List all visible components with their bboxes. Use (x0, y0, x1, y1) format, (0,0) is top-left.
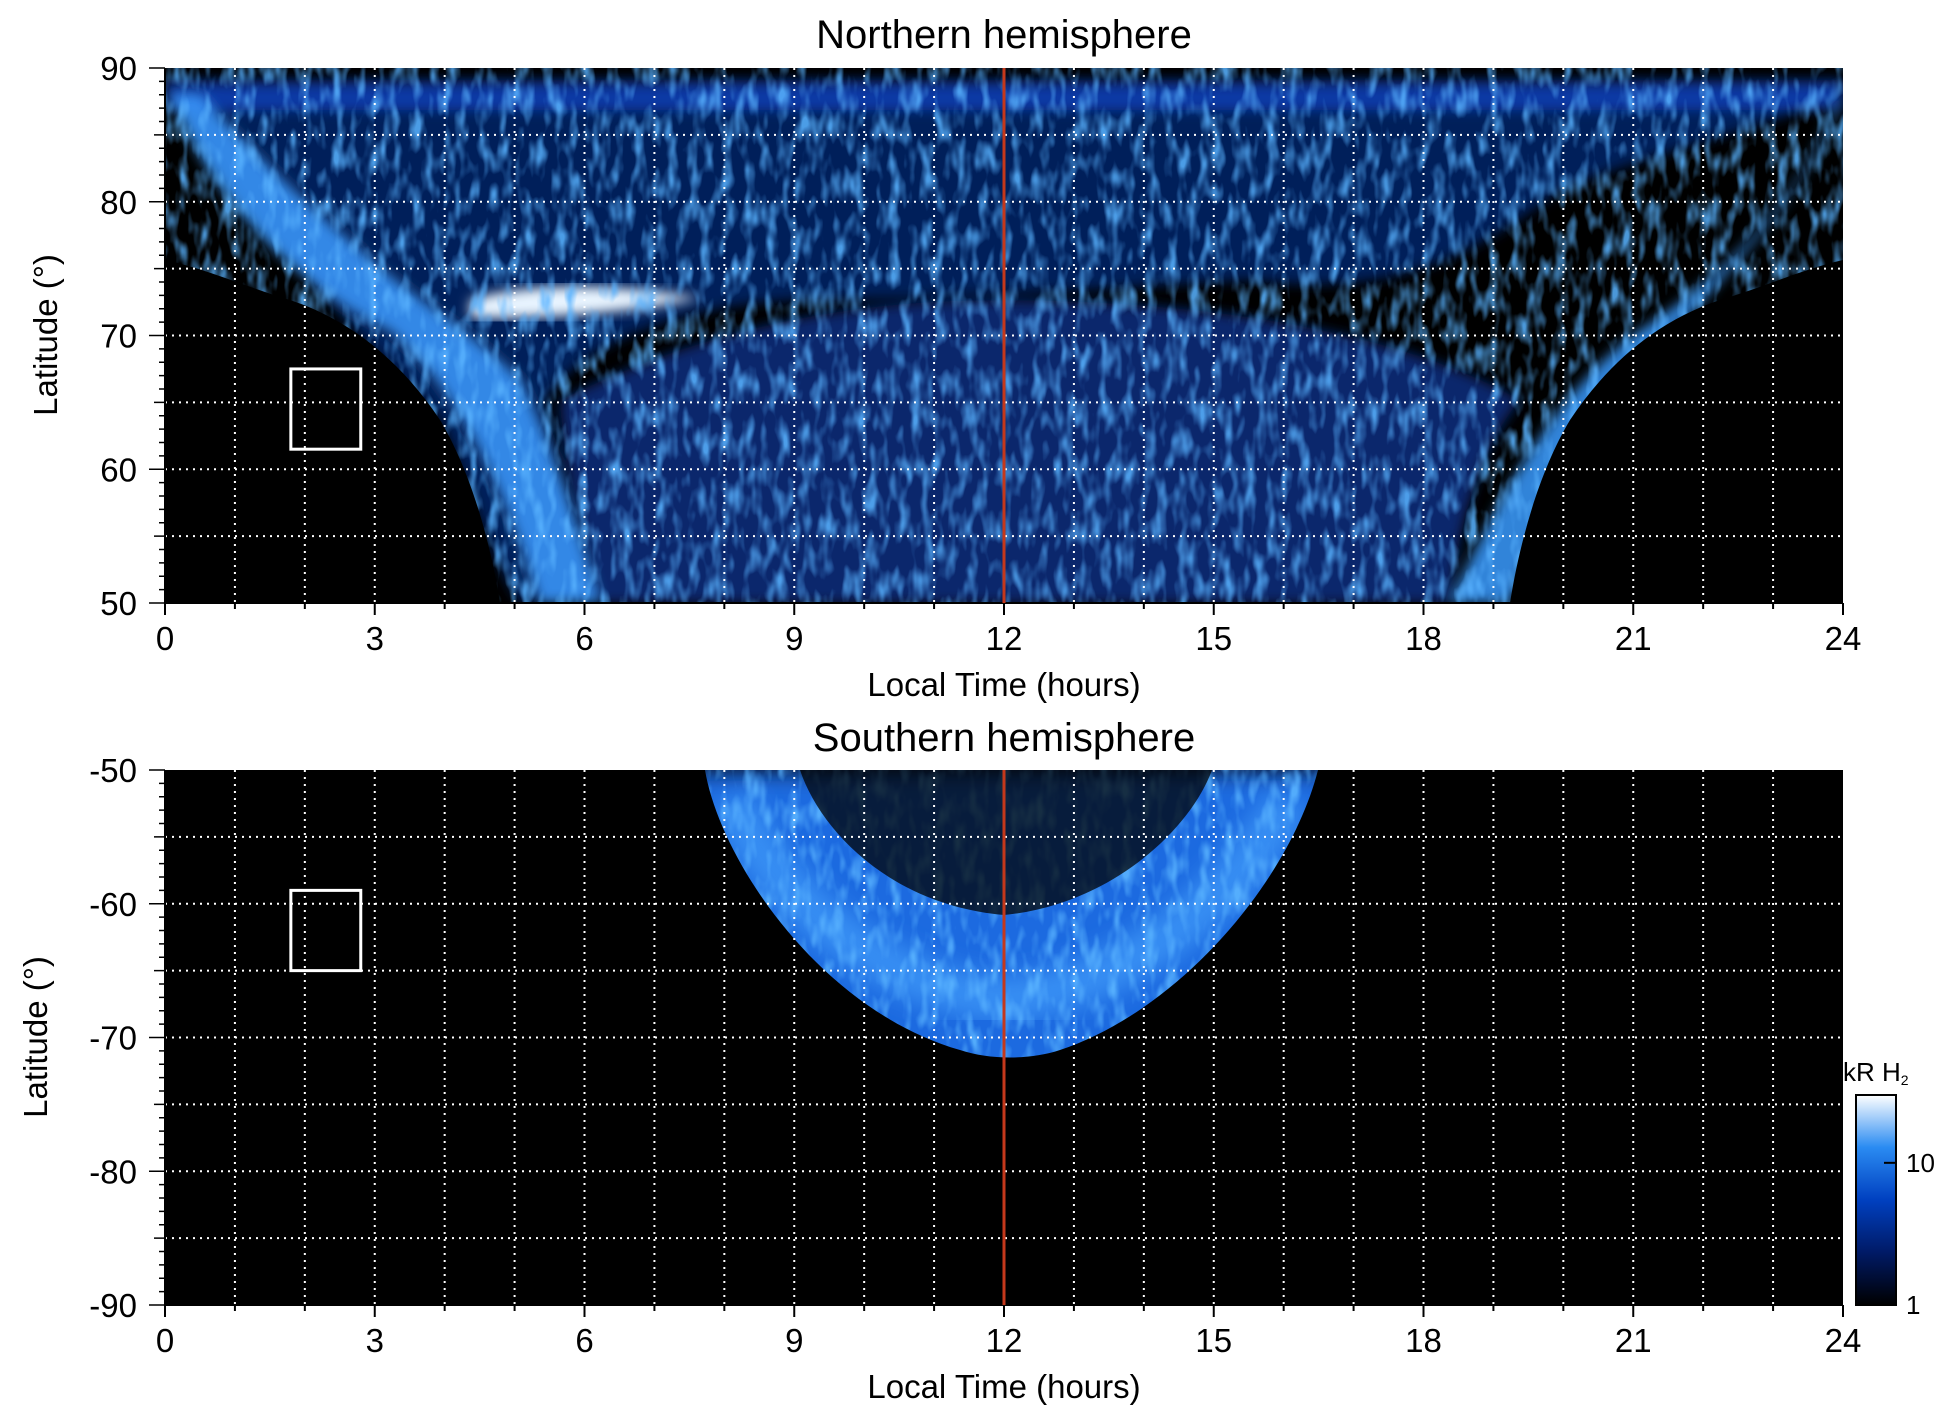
south-xlabel: Local Time (hours) (867, 1368, 1140, 1405)
south-xtick-label: 9 (785, 1322, 803, 1359)
north-ytick-label: 50 (100, 585, 137, 622)
north-xtick-label: 0 (156, 620, 174, 657)
colorbar-ticks: 10 1 (1884, 1148, 1935, 1320)
south-ytick-label: -50 (89, 752, 137, 789)
south-xtick-label: 3 (366, 1322, 384, 1359)
south-marker-box (289, 888, 363, 973)
colorbar-label: kR H2 (1843, 1057, 1909, 1088)
north-xtick-label: 24 (1825, 620, 1862, 657)
south-title: Southern hemisphere (813, 716, 1195, 760)
north-xtick-label: 9 (785, 620, 803, 657)
north-xlabel: Local Time (hours) (867, 666, 1140, 703)
north-marker-box (289, 367, 363, 451)
south-ytick-label: -70 (89, 1020, 137, 1057)
north-xtick-label: 18 (1405, 620, 1442, 657)
north-xtick-label: 3 (366, 620, 384, 657)
north-xtick-label: 21 (1615, 620, 1652, 657)
north-xtick-label: 6 (575, 620, 593, 657)
north-ytick-label: 80 (100, 184, 137, 221)
north-ytick-label: 60 (100, 451, 137, 488)
north-title: Northern hemisphere (816, 13, 1192, 57)
south-xtick-label: 15 (1195, 1322, 1232, 1359)
south-xtick-label: 24 (1825, 1322, 1862, 1359)
south-xtick-label: 21 (1615, 1322, 1652, 1359)
south-ytick-label: -80 (89, 1153, 137, 1190)
colorbar-tick-label: 1 (1906, 1290, 1920, 1320)
north-ytick-label: 70 (100, 318, 137, 355)
north-grid (165, 68, 1843, 603)
north-panel: Northern hemisphere 0 3 6 9 12 15 18 21 24 50 60 70… (27, 13, 1861, 703)
south-xtick-label: 0 (156, 1322, 174, 1359)
north-dark-dusk (1510, 260, 1843, 603)
north-ytick-label: 90 (100, 50, 137, 87)
south-ytick-label: -90 (89, 1287, 137, 1324)
north-xtick-label: 15 (1195, 620, 1232, 657)
colorbar-gradient (1855, 1094, 1897, 1306)
north-ylabel: Latitude (°) (27, 254, 64, 416)
south-xtick-label: 18 (1405, 1322, 1442, 1359)
south-xtick-label: 6 (575, 1322, 593, 1359)
colorbar-tick-label: 10 (1906, 1148, 1935, 1178)
south-xtick-label: 12 (986, 1322, 1023, 1359)
north-dark-dawn (165, 260, 500, 603)
south-ylabel: Latitude (°) (17, 956, 54, 1118)
colorbar: kR H2 10 1 (1843, 1057, 1935, 1320)
south-ytick-label: -60 (89, 886, 137, 923)
north-xtick-label: 12 (986, 620, 1023, 657)
south-panel: Southern hemisphere 0 3 6 9 12 15 18 21 24 -90 -80… (17, 716, 1861, 1405)
